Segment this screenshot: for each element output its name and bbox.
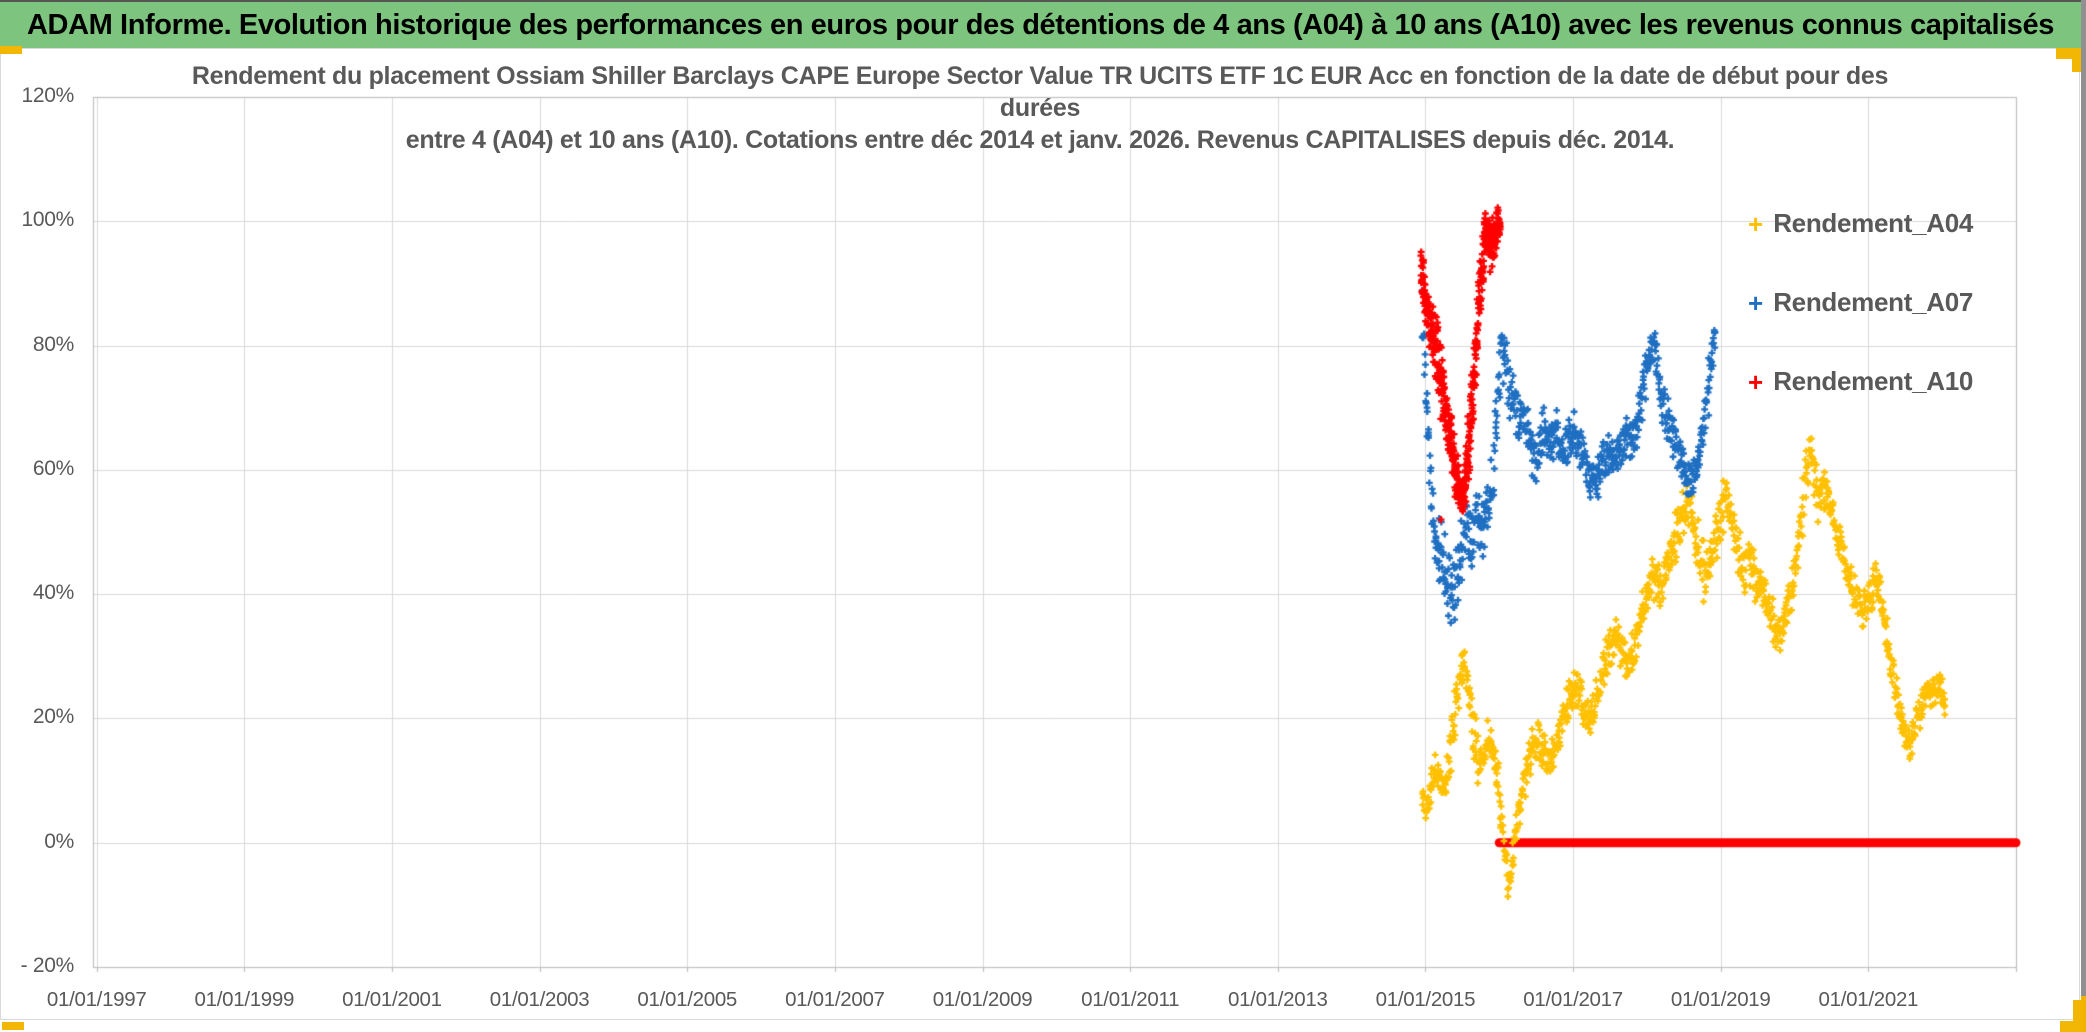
y-tick-label: 60%	[32, 456, 74, 480]
window-edge-scrollbar[interactable]	[2081, 0, 2086, 1032]
header-banner-text: ADAM Informe. Evolution historique des p…	[27, 8, 2054, 41]
x-tick-label: 01/01/2015	[1375, 988, 1476, 1011]
selection-handle-top-left[interactable]	[0, 46, 22, 54]
y-tick-label: 120%	[21, 84, 74, 107]
y-tick-label: 20%	[32, 705, 74, 729]
x-tick-label: 01/01/2003	[489, 988, 590, 1011]
chart-frame[interactable]	[0, 48, 2080, 1020]
legend-item-rendement-a04[interactable]: + Rendement_A04	[1748, 208, 1973, 239]
plus-marker-icon: +	[1748, 287, 1764, 318]
y-tick-label: 0%	[44, 829, 74, 853]
plus-marker-icon: +	[1748, 208, 1764, 239]
legend-label: Rendement_A10	[1773, 366, 1974, 396]
chart-title-line-2: durées	[999, 94, 1081, 122]
selection-handle-bottom-right[interactable]	[2060, 1021, 2083, 1032]
chart-title-line-1: Rendement du placement Ossiam Shiller Ba…	[191, 62, 1889, 90]
header-banner: ADAM Informe. Evolution historique des p…	[0, 0, 2081, 48]
x-tick-label: 01/01/2007	[785, 988, 885, 1011]
x-tick-label: 01/01/2019	[1670, 988, 1771, 1011]
legend-item-rendement-a10[interactable]: + Rendement_A10	[1748, 366, 1973, 397]
chart-title-line-3: entre 4 (A04) et 10 ans (A10). Cotations…	[405, 126, 1675, 154]
legend-label: Rendement_A07	[1773, 287, 1974, 317]
y-tick-label: 80%	[32, 332, 74, 356]
x-tick-label: 01/01/2021	[1818, 988, 1919, 1011]
x-tick-label: 01/01/1997	[46, 988, 147, 1011]
y-tick-label: 40%	[32, 581, 74, 605]
x-tick-label: 01/01/2001	[342, 988, 442, 1011]
x-tick-label: 01/01/2011	[1081, 988, 1180, 1011]
selection-handle-top-right-vertical[interactable]	[2072, 48, 2082, 72]
legend-label: Rendement_A04	[1773, 208, 1974, 238]
window-edge-bottom-accent	[2081, 996, 2086, 1032]
x-tick-label: 01/01/2005	[637, 988, 738, 1011]
plus-marker-icon: +	[1748, 366, 1764, 397]
y-tick-label: - 20%	[20, 954, 75, 977]
x-tick-label: 01/01/2009	[932, 988, 1033, 1011]
selection-handle-bottom-left[interactable]	[2, 1022, 24, 1030]
y-tick-label: 100%	[21, 208, 74, 232]
selection-handle-top-right[interactable]	[2056, 48, 2082, 59]
x-tick-label: 01/01/2017	[1523, 988, 1623, 1011]
x-tick-label: 01/01/2013	[1227, 988, 1328, 1011]
selection-handle-bottom-right-vertical[interactable]	[2073, 1000, 2083, 1032]
x-tick-label: 01/01/1999	[194, 988, 295, 1011]
legend-item-rendement-a07[interactable]: + Rendement_A07	[1748, 287, 1973, 318]
